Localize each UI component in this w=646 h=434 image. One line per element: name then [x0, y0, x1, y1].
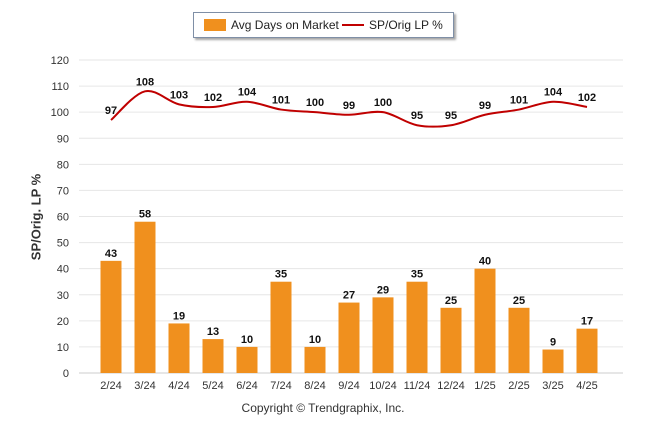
x-tick-label: 1/25 — [474, 380, 495, 392]
x-tick-label: 7/24 — [270, 380, 291, 392]
x-tick-label: 11/24 — [404, 380, 431, 392]
line-data-label: 101 — [510, 95, 528, 107]
bar-data-label: 43 — [105, 248, 117, 260]
y-tick-label: 20 — [57, 316, 69, 328]
bar-data-label: 10 — [309, 334, 321, 346]
x-tick-label: 9/24 — [338, 380, 359, 392]
bar-data-label: 40 — [479, 256, 491, 268]
x-tick-label: 4/25 — [576, 380, 597, 392]
x-tick-label: 2/24 — [100, 380, 121, 392]
x-tick-label: 3/24 — [134, 380, 155, 392]
line-data-label: 103 — [170, 89, 188, 101]
bar-data-label: 29 — [377, 284, 389, 296]
bar-data-label: 25 — [513, 295, 525, 307]
y-tick-label: 40 — [57, 264, 69, 276]
line-data-label: 100 — [374, 97, 392, 109]
bar-data-label: 27 — [343, 290, 355, 302]
y-axis-title: SP/Orig. LP % — [28, 173, 44, 261]
legend-bar-label: Avg Days on Market — [231, 18, 339, 32]
bar-data-label: 17 — [581, 316, 593, 328]
bar-data-label: 25 — [445, 295, 457, 307]
y-tick-label: 0 — [63, 368, 69, 380]
line-data-labels: 97 108 103 102 104 101 100 99 100 95 95 99 101 104 102 — [105, 76, 596, 122]
line-data-label: 101 — [272, 95, 290, 107]
bar — [270, 281, 292, 373]
x-tick-label: 4/24 — [168, 380, 189, 392]
y-tick-label: 120 — [51, 55, 69, 67]
bar — [372, 297, 394, 373]
line-data-label: 108 — [136, 76, 154, 88]
legend-line-label: SP/Orig LP % — [369, 18, 443, 32]
bar — [134, 221, 156, 373]
x-tick-label: 3/25 — [542, 380, 563, 392]
bar — [542, 349, 564, 373]
x-axis: 2/24 3/24 4/24 5/24 6/24 7/24 8/24 9/24 10/24 11/… — [100, 380, 597, 392]
y-axis: 0 10 20 30 40 50 60 70 80 90 100 110 120 — [51, 55, 69, 380]
bar — [406, 281, 428, 373]
x-tick-label: 5/24 — [202, 380, 223, 392]
line-data-label: 97 — [105, 105, 117, 117]
line-data-label: 99 — [343, 100, 355, 112]
bar — [338, 302, 360, 373]
legend-bar-swatch — [204, 19, 226, 31]
line-data-label: 104 — [238, 87, 257, 99]
bar-data-label: 58 — [139, 209, 151, 221]
sp-orig-lp-line — [110, 90, 588, 128]
y-tick-label: 10 — [57, 342, 69, 354]
bar-data-label: 9 — [550, 337, 556, 349]
x-tick-label: 8/24 — [304, 380, 325, 392]
bar-series — [100, 221, 598, 373]
bar-data-label: 13 — [207, 326, 219, 338]
bar — [100, 260, 122, 373]
bar — [576, 328, 598, 373]
line-series — [110, 90, 588, 128]
y-tick-label: 60 — [57, 212, 69, 224]
bar-data-label: 35 — [275, 269, 287, 281]
x-tick-label: 6/24 — [236, 380, 257, 392]
y-tick-label: 90 — [57, 133, 69, 145]
y-tick-label: 80 — [57, 159, 69, 171]
x-tick-label: 2/25 — [508, 380, 529, 392]
y-tick-label: 110 — [51, 81, 69, 93]
bar-data-label: 19 — [173, 310, 185, 322]
bar — [474, 268, 496, 373]
bar-data-label: 35 — [411, 269, 423, 281]
bar-data-labels: 43 58 19 13 10 35 10 27 29 35 25 40 25 9 17 — [105, 209, 593, 349]
bar — [440, 307, 462, 373]
copyright-footer: Copyright © Trendgraphix, Inc. — [241, 401, 405, 415]
y-tick-label: 50 — [57, 238, 69, 250]
line-data-label: 102 — [578, 92, 596, 104]
legend: Avg Days on Market SP/Orig LP % — [193, 12, 454, 38]
bar — [168, 323, 190, 373]
y-tick-label: 100 — [51, 107, 69, 119]
x-tick-label: 10/24 — [369, 380, 397, 392]
x-tick-label: 12/24 — [437, 380, 465, 392]
line-data-label: 95 — [411, 110, 423, 122]
bar-data-label: 10 — [241, 334, 253, 346]
bar — [236, 346, 258, 373]
bar — [304, 346, 326, 373]
y-tick-label: 30 — [57, 290, 69, 302]
y-tick-label: 70 — [57, 185, 69, 197]
legend-line-swatch — [342, 24, 364, 26]
line-data-label: 99 — [479, 100, 491, 112]
line-data-label: 95 — [445, 110, 457, 122]
line-data-label: 102 — [204, 92, 222, 104]
bar — [508, 307, 530, 373]
bar — [202, 339, 224, 373]
line-data-label: 100 — [306, 97, 324, 109]
line-data-label: 104 — [544, 87, 563, 99]
